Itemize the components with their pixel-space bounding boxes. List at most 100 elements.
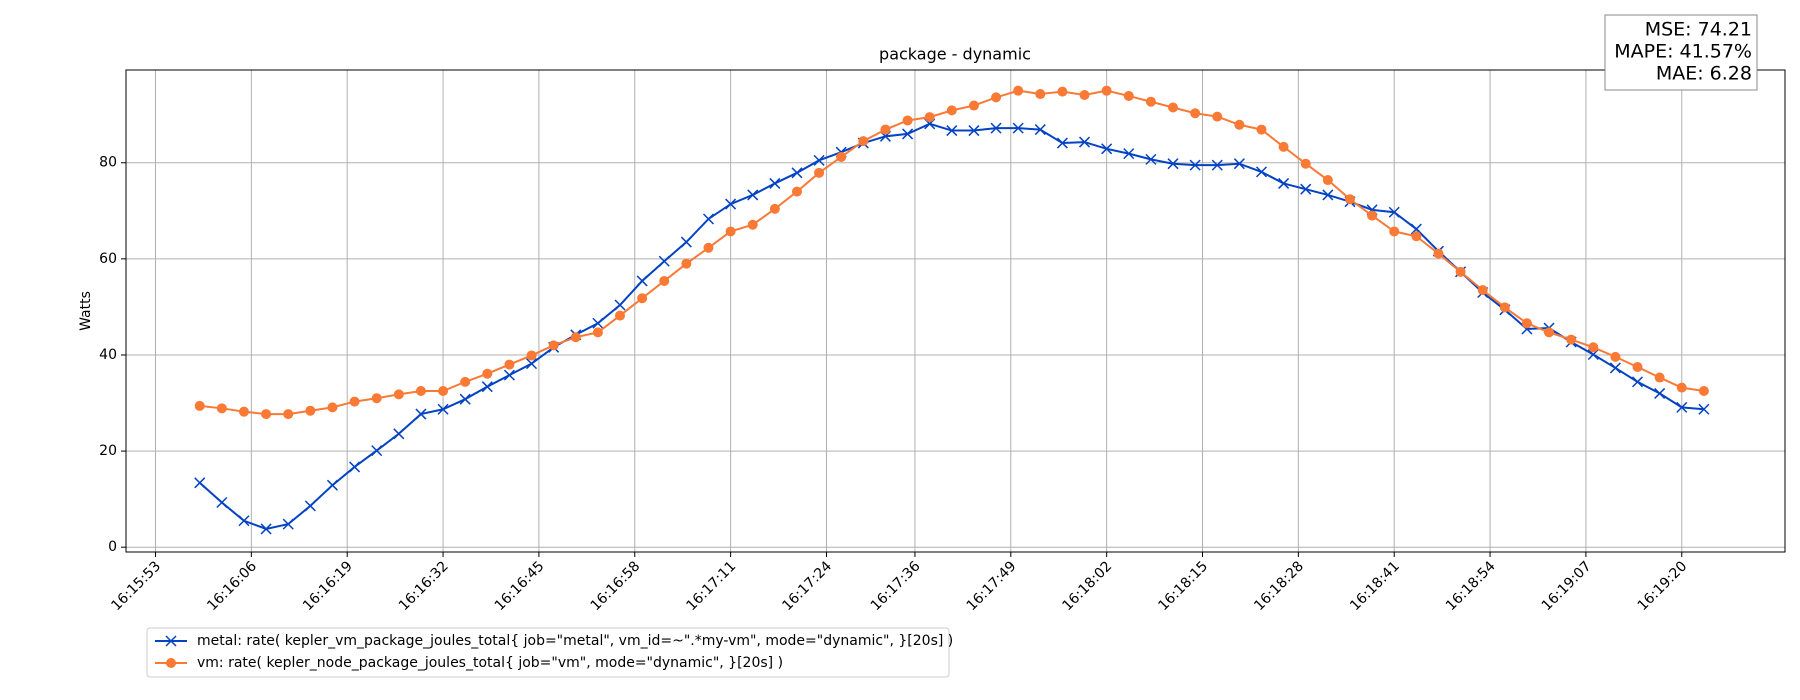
data-point <box>216 496 228 509</box>
data-point <box>991 92 1002 103</box>
data-point <box>680 236 692 248</box>
data-point <box>1388 206 1400 218</box>
data-point <box>1455 266 1466 277</box>
x-tick-label: 16:17:49 <box>964 558 1020 614</box>
data-point <box>1013 85 1024 96</box>
data-point <box>1145 96 1156 107</box>
x-tick-label: 16:15:53 <box>108 558 164 614</box>
x-tick-label: 16:18:54 <box>1443 558 1499 614</box>
annotation-text: MAE: 6.28 <box>1656 63 1752 85</box>
data-point <box>1101 85 1112 96</box>
data-point <box>260 523 272 535</box>
y-tick-label: 60 <box>99 251 117 267</box>
data-point <box>1410 223 1422 235</box>
data-point <box>437 403 449 415</box>
data-point <box>1234 119 1245 130</box>
data-point <box>1433 248 1444 259</box>
data-point <box>1190 108 1201 119</box>
data-point <box>1123 148 1135 160</box>
data-point <box>194 477 206 489</box>
data-point <box>1344 194 1355 205</box>
data-point <box>1389 226 1400 237</box>
y-tick-label: 20 <box>99 443 117 459</box>
data-point <box>1477 285 1488 296</box>
chart-title: package - dynamic <box>879 45 1031 64</box>
data-point <box>902 115 913 126</box>
data-point <box>371 445 383 457</box>
data-point <box>216 403 227 414</box>
data-point <box>1367 210 1378 221</box>
data-point <box>1322 175 1333 186</box>
data-point <box>725 198 737 210</box>
data-point <box>747 189 759 201</box>
data-point <box>1544 327 1555 338</box>
data-point <box>238 406 249 417</box>
x-tick-label: 16:16:19 <box>300 558 356 614</box>
data-point <box>659 275 670 286</box>
data-point <box>702 213 715 225</box>
data-point <box>592 327 603 338</box>
data-point <box>1632 361 1643 372</box>
data-point <box>791 186 802 197</box>
x-tick-label: 16:17:36 <box>868 558 924 614</box>
data-point <box>1676 382 1687 393</box>
data-point <box>1300 158 1311 169</box>
annotation-text: MSE: 74.21 <box>1645 19 1752 41</box>
data-point <box>261 409 272 420</box>
data-point <box>1698 403 1710 415</box>
legend-label: metal: rate( kepler_vm_package_joules_to… <box>197 633 953 649</box>
annotation-box <box>1604 14 1758 91</box>
data-point <box>1588 342 1599 353</box>
data-point <box>570 332 581 343</box>
data-point <box>327 402 338 413</box>
data-point <box>703 242 714 253</box>
legend-marker <box>165 635 177 647</box>
data-point <box>1034 124 1046 136</box>
data-point <box>1189 159 1201 171</box>
data-point <box>1566 334 1577 345</box>
y-tick-label: 0 <box>108 539 117 555</box>
data-point <box>1056 137 1068 149</box>
data-point <box>238 515 250 527</box>
legend-box <box>146 627 950 678</box>
series-line <box>199 89 1705 416</box>
data-point <box>924 112 935 123</box>
data-point <box>349 461 361 473</box>
data-point <box>1123 90 1134 101</box>
series-line <box>199 122 1704 530</box>
x-tick-label: 16:19:20 <box>1635 558 1691 614</box>
data-point <box>503 369 515 381</box>
y-tick-label: 40 <box>99 347 117 363</box>
data-point <box>1256 124 1267 135</box>
data-point <box>1057 86 1068 97</box>
data-point <box>1012 122 1024 134</box>
x-tick-label: 16:16:45 <box>492 558 548 614</box>
data-point <box>592 317 604 329</box>
data-point <box>1255 166 1268 178</box>
data-point <box>1609 362 1621 374</box>
data-point <box>791 167 803 179</box>
data-point <box>681 258 692 269</box>
x-tick-label: 16:18:15 <box>1155 558 1211 614</box>
data-point <box>1145 153 1157 165</box>
data-point <box>1654 387 1666 399</box>
x-tick-label: 16:19:07 <box>1539 558 1595 614</box>
data-point <box>481 381 493 393</box>
data-point <box>1212 111 1223 122</box>
data-point <box>393 428 405 440</box>
data-point <box>460 376 471 387</box>
data-point <box>548 340 559 351</box>
data-point <box>526 358 538 370</box>
data-point <box>415 408 427 420</box>
data-point <box>658 255 670 267</box>
data-point <box>1167 158 1179 170</box>
data-point <box>1035 89 1046 100</box>
data-point <box>1211 159 1223 171</box>
data-point <box>946 125 958 137</box>
data-point <box>415 386 426 397</box>
x-tick-label: 16:16:06 <box>204 558 260 614</box>
data-point <box>1587 348 1599 361</box>
data-point <box>349 396 360 407</box>
annotation-text: MAPE: 41.57% <box>1614 41 1752 63</box>
